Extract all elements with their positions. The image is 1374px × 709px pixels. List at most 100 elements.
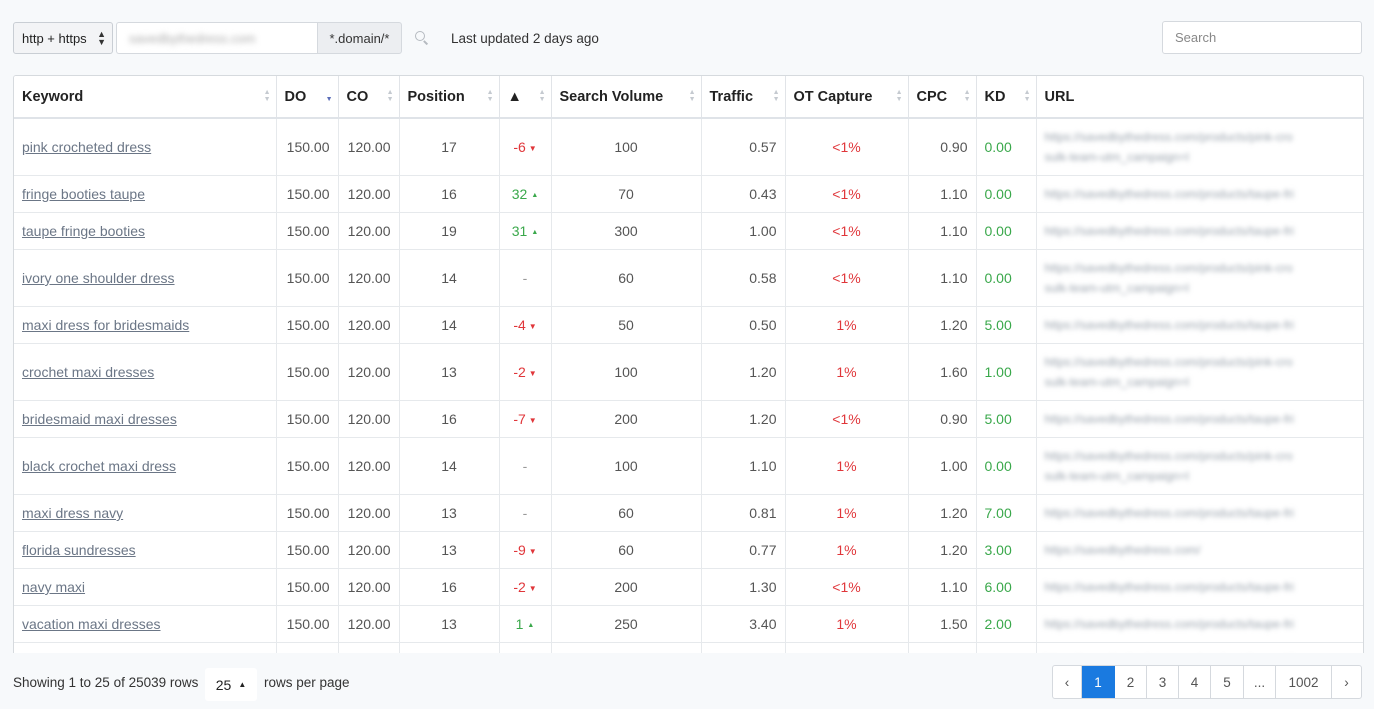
keyword-link[interactable]: maxi dress for bridesmaids xyxy=(22,317,190,333)
url-cell[interactable]: https://savedbythedress.com/products/tau… xyxy=(1036,494,1363,532)
protocol-select-value: http + https xyxy=(22,30,87,46)
change-cell: -9 ▼ xyxy=(499,531,552,569)
do-cell: 150.00 xyxy=(276,494,339,532)
column-header-url[interactable]: URL xyxy=(1036,76,1363,119)
column-header-change[interactable]: ▲ ▲ ▼ xyxy=(499,76,552,119)
column-header-ot[interactable]: OT Capture ▲ ▼ xyxy=(785,76,909,119)
column-header-position[interactable]: Position ▲ ▼ xyxy=(399,76,500,119)
do-cell: 150.00 xyxy=(276,343,339,401)
position-cell: 14 xyxy=(399,306,500,344)
url-text: https://savedbythedress.com/products/pin… xyxy=(1044,449,1293,463)
domain-mode-button[interactable]: *.domain/* xyxy=(317,22,402,54)
url-cell[interactable]: https://savedbythedress.com/products/tau… xyxy=(1036,568,1363,606)
table-row[interactable]: florida sundresses 150.00 120.00 13 -9 ▼ 60 0.7… xyxy=(14,531,1363,569)
rows-per-page-select[interactable]: 25 ▲ xyxy=(205,668,257,701)
page-button-4[interactable]: 4 xyxy=(1179,666,1211,698)
traffic-cell: 0.81 xyxy=(701,494,786,532)
column-header-traffic[interactable]: Traffic ▲ ▼ xyxy=(701,76,786,119)
co-cell: 120.00 xyxy=(338,249,400,307)
column-header-volume[interactable]: Search Volume ▲ ▼ xyxy=(551,76,702,119)
traffic-cell: 0.77 xyxy=(701,531,786,569)
keyword-link[interactable]: ivory one shoulder dress xyxy=(22,270,175,286)
protocol-select[interactable]: http + https ▲ ▼ xyxy=(13,22,113,54)
sort-icon: ▲ ▼ xyxy=(486,89,494,103)
table-row[interactable]: maxi beach dresses casual150.00120.0013-… xyxy=(14,642,1363,654)
url-cell[interactable]: https://savedbythedress.com/products/tau… xyxy=(1036,306,1363,344)
table-row[interactable]: fringe booties taupe 150.00 120.00 16 32 ▲ 70 0… xyxy=(14,175,1363,213)
page-button-1[interactable]: 1 xyxy=(1082,666,1115,698)
table-row[interactable]: black crochet maxi dress 150.00 120.00 14 - 1… xyxy=(14,437,1363,495)
keyword-link[interactable]: florida sundresses xyxy=(22,542,136,558)
url-text: https://savedbythedress.com/products/tau… xyxy=(1044,506,1294,520)
ot-capture-cell: 1% xyxy=(785,494,909,532)
table-row[interactable]: crochet maxi dresses 150.00 120.00 13 -2 ▼ 100… xyxy=(14,343,1363,401)
keyword-cell: taupe fringe booties xyxy=(14,212,277,250)
url-cell[interactable]: https://savedbythedress.com/products/tau… xyxy=(1036,642,1363,654)
column-header-kd[interactable]: KD ▲ ▼ xyxy=(976,76,1037,119)
url-cell[interactable]: https://savedbythedress.com/products/tau… xyxy=(1036,605,1363,643)
search-volume-cell: 200 xyxy=(551,568,702,606)
keyword-link[interactable]: crochet maxi dresses xyxy=(22,364,155,380)
table-row[interactable]: taupe fringe booties 150.00 120.00 19 31 ▲ 300… xyxy=(14,212,1363,250)
page-button-3[interactable]: 3 xyxy=(1147,666,1179,698)
keyword-link[interactable]: bridesmaid maxi dresses xyxy=(22,411,177,427)
search-icon[interactable] xyxy=(415,31,429,45)
ot-capture-cell: <1% xyxy=(785,400,909,438)
url-cell[interactable]: https://savedbythedress.com/products/pin… xyxy=(1036,118,1363,176)
table-row[interactable]: ivory one shoulder dress 150.00 120.00 14 - 6… xyxy=(14,249,1363,307)
table-header-row: Keyword ▲ ▼ DO ▼ CO ▲ ▼ Position ▲ ▼ ▲ ▲ ▼ Search Volu… xyxy=(14,76,1363,119)
page-button-2[interactable]: 2 xyxy=(1115,666,1147,698)
page-ellipsis: ... xyxy=(1244,666,1276,698)
kd-cell: 0.00 xyxy=(976,175,1037,213)
url-cell[interactable]: https://savedbythedress.com/products/pin… xyxy=(1036,249,1363,307)
table-row[interactable]: maxi dress navy 150.00 120.00 13 - 60 0.81 1% 1.… xyxy=(14,494,1363,532)
table-row[interactable]: pink crocheted dress 150.00 120.00 17 -6 ▼ 100… xyxy=(14,118,1363,176)
position-cell: 19 xyxy=(399,212,500,250)
url-cell[interactable]: https://savedbythedress.com/ xyxy=(1036,531,1363,569)
keyword-link[interactable]: maxi dress navy xyxy=(22,505,124,521)
url-cell[interactable]: https://savedbythedress.com/products/pin… xyxy=(1036,343,1363,401)
co-cell: 120.00 xyxy=(338,494,400,532)
keyword-cell: maxi dress for bridesmaids xyxy=(14,306,277,344)
keyword-link[interactable]: pink crocheted dress xyxy=(22,139,152,155)
url-cell[interactable]: https://savedbythedress.com/products/tau… xyxy=(1036,400,1363,438)
column-header-label: ▲ xyxy=(507,88,522,105)
traffic-cell: 1.10 xyxy=(701,437,786,495)
kd-cell: 6.00 xyxy=(976,568,1037,606)
column-header-keyword[interactable]: Keyword ▲ ▼ xyxy=(14,76,277,119)
page-button-5[interactable]: 5 xyxy=(1211,666,1244,698)
url-cell[interactable]: https://savedbythedress.com/products/tau… xyxy=(1036,175,1363,213)
keywords-table-container[interactable]: Keyword ▲ ▼ DO ▼ CO ▲ ▼ Position ▲ ▼ ▲ ▲ ▼ Search Volu… xyxy=(13,75,1364,654)
search-input[interactable] xyxy=(1162,21,1362,54)
keyword-link[interactable]: fringe booties taupe xyxy=(22,186,145,202)
table-row[interactable]: navy maxi 150.00 120.00 16 -2 ▼ 200 1.30 <1% 1.10… xyxy=(14,568,1363,606)
column-header-do[interactable]: DO ▼ xyxy=(276,76,339,119)
keyword-link[interactable]: vacation maxi dresses xyxy=(22,616,161,632)
column-header-label: URL xyxy=(1044,88,1075,105)
domain-input[interactable]: savedbythedress.com xyxy=(116,22,317,54)
table-row[interactable]: maxi dress for bridesmaids 150.00 120.00 14… xyxy=(14,306,1363,344)
page-button-1002[interactable]: 1002 xyxy=(1276,666,1332,698)
table-row[interactable]: vacation maxi dresses 150.00 120.00 13 1 ▲ 250… xyxy=(14,605,1363,643)
prev-page-button[interactable]: ‹ xyxy=(1053,666,1082,698)
arrow-down-icon: ▼ xyxy=(528,144,537,153)
column-header-cpc[interactable]: CPC ▲ ▼ xyxy=(908,76,977,119)
keyword-link[interactable]: navy maxi xyxy=(22,579,86,595)
keyword-link[interactable]: black crochet maxi dress xyxy=(22,458,177,474)
column-header-co[interactable]: CO ▲ ▼ xyxy=(338,76,400,119)
keyword-cell: pink crocheted dress xyxy=(14,118,277,176)
arrow-down-icon: ▼ xyxy=(528,322,537,331)
next-page-button[interactable]: › xyxy=(1344,674,1349,690)
sort-icon: ▲ ▼ xyxy=(538,89,546,103)
change-value: -2 xyxy=(513,579,526,595)
kd-cell: 0.00 xyxy=(976,118,1037,176)
keyword-link[interactable]: taupe fringe booties xyxy=(22,223,145,239)
table-row[interactable]: bridesmaid maxi dresses 150.00 120.00 16 -7 ▼… xyxy=(14,400,1363,438)
change-value: 1 xyxy=(515,616,524,632)
url-cell[interactable]: https://savedbythedress.com/products/pin… xyxy=(1036,437,1363,495)
url-text: https://savedbythedress.com/products/tau… xyxy=(1044,412,1294,426)
keyword-cell: bridesmaid maxi dresses xyxy=(14,400,277,438)
kd-cell: 0.00 xyxy=(976,437,1037,495)
url-cell[interactable]: https://savedbythedress.com/products/tau… xyxy=(1036,212,1363,250)
change-cell: 32 ▲ xyxy=(499,175,552,213)
